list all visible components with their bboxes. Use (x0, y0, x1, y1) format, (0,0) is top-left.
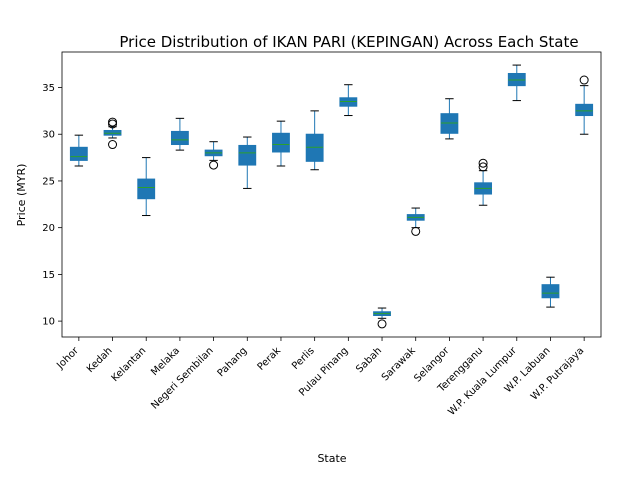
box-terengganu (474, 158, 493, 206)
outlier-point (209, 160, 219, 170)
plot-frame (61, 51, 602, 338)
box-kedah (103, 117, 122, 150)
box-w-p-putrajaya (575, 75, 594, 135)
y-axis-label: Price (MYR) (15, 164, 28, 227)
box-body (170, 130, 189, 146)
x-tick-label: Kelantan (110, 345, 149, 384)
y-tick-label: 20 (42, 223, 55, 234)
box-sabah (373, 307, 391, 329)
box-w-p-kuala-lumpur (507, 64, 526, 102)
y-tick-label: 15 (42, 270, 55, 281)
outlier-point (108, 140, 118, 150)
box-body (575, 103, 594, 117)
x-axis-label: State (317, 452, 346, 465)
x-tick-label: Kedah (85, 345, 115, 375)
x-tick-label: Sabah (354, 345, 384, 375)
box-kelantan (137, 157, 156, 217)
y-tick-label: 25 (42, 176, 55, 187)
box-body (69, 146, 88, 161)
box-body (541, 284, 560, 299)
box-melaka (170, 117, 189, 151)
box-perlis (305, 110, 324, 171)
outlier-point (108, 117, 118, 127)
outlier-point (478, 158, 488, 168)
x-tick-label: Melaka (149, 345, 182, 378)
box-sarawak (406, 207, 425, 236)
box-johor (69, 134, 88, 167)
outlier-point (411, 226, 421, 236)
x-tick-label: Negeri Sembilan (149, 345, 215, 411)
box-pahang (238, 136, 257, 189)
x-tick-label: Perlis (290, 345, 317, 372)
box-selangor (440, 98, 459, 140)
box-w-p-labuan (541, 276, 560, 308)
chart-title: Price Distribution of IKAN PARI (KEPINGA… (119, 33, 578, 51)
box-negeri-sembilan (204, 141, 223, 170)
box-pulau-pinang (339, 84, 358, 117)
outlier-point (579, 75, 589, 85)
outlier-point (478, 162, 488, 172)
x-tick-label: Perak (256, 345, 284, 373)
box-body (272, 132, 290, 153)
x-tick-label: Pahang (216, 345, 250, 379)
y-tick-label: 10 (42, 317, 55, 328)
outlier-point (377, 319, 387, 329)
x-tick-label: Johor (54, 345, 81, 372)
box-perak (272, 120, 290, 167)
box-body (137, 178, 156, 200)
y-tick-label: 35 (42, 83, 55, 94)
box-body (238, 144, 257, 166)
y-tick-label: 30 (42, 130, 55, 141)
